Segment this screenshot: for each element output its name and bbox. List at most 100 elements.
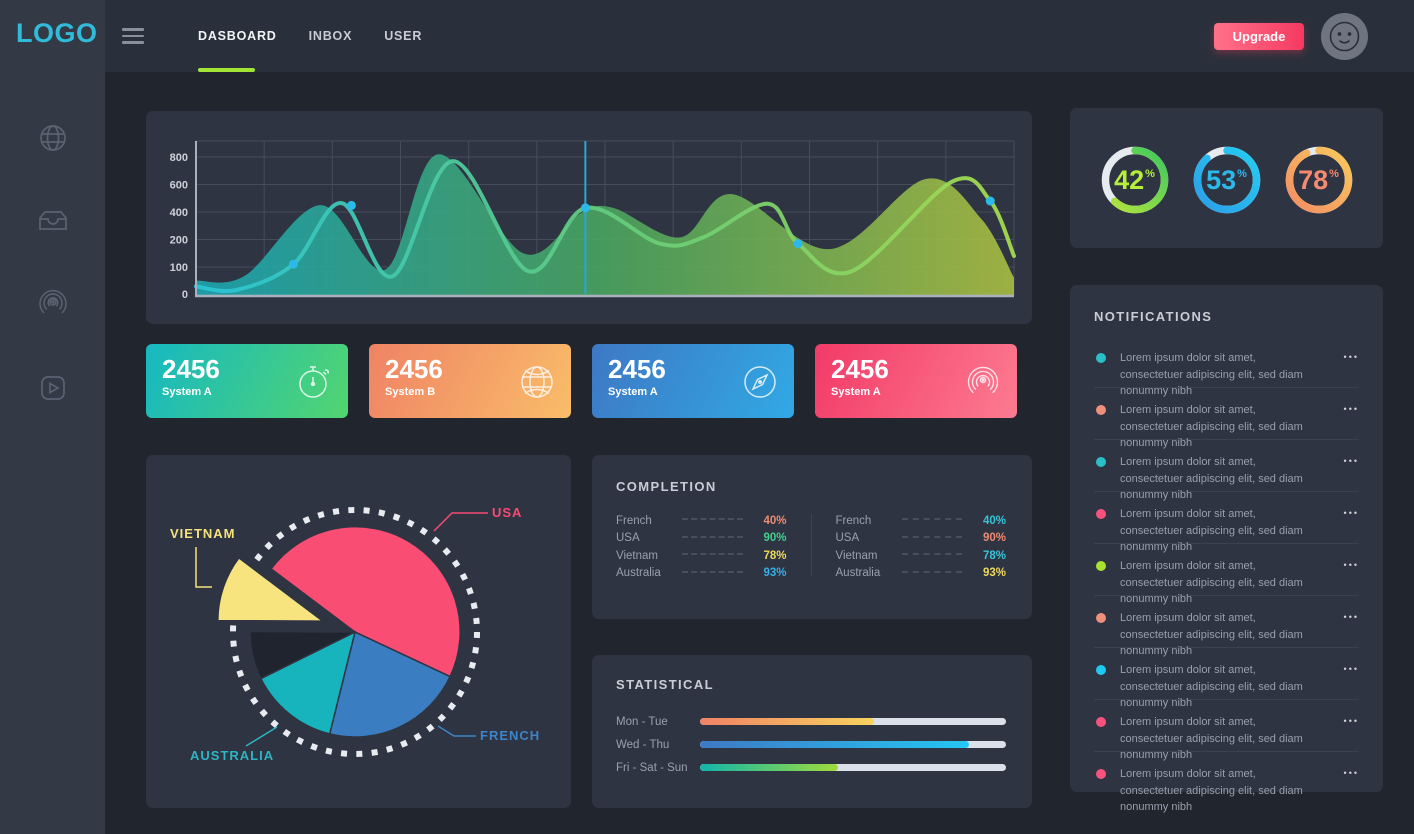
stat-value: 2456 [608, 354, 666, 384]
upgrade-button[interactable]: Upgrade [1214, 22, 1304, 50]
dotted-leader [682, 535, 743, 538]
percent-sign: % [1329, 168, 1339, 180]
status-dot [1096, 769, 1106, 779]
completion-card: COMPLETION French 40% USA 90% Vietnam 78% Aust… [592, 455, 1032, 619]
pie-chart-card: USA VIETNAM AUSTRALIA FRENCH [146, 455, 571, 808]
notification-text: Lorem ipsum dolor sit amet, consectetuer… [1120, 716, 1303, 761]
svg-text:100: 100 [170, 262, 188, 274]
dotted-leader [682, 518, 743, 521]
stat-value: 2456 [162, 354, 220, 384]
area-line-chart: 0 100 200 400 600 800 [170, 140, 1016, 301]
svg-text:800: 800 [170, 152, 188, 164]
more-menu-icon[interactable]: ••• [1343, 404, 1359, 414]
airplay-icon [967, 366, 999, 394]
completion-label: USA [835, 532, 860, 545]
progress-bar-fill [700, 741, 970, 748]
tab-user[interactable]: USER [384, 29, 423, 43]
completion-column-right: French 40% USA 90% Vietnam 78% Australia 93% [836, 512, 1007, 582]
completion-value: 90% [763, 532, 787, 545]
more-menu-icon[interactable]: ••• [1343, 456, 1359, 466]
more-menu-icon[interactable]: ••• [1343, 768, 1359, 778]
traffic-chart-card: 0 100 200 400 600 800 [146, 111, 1032, 324]
stat-label: System A [831, 386, 881, 398]
completion-row: Australia 93% [836, 565, 1007, 583]
completion-value: 90% [982, 532, 1006, 545]
status-dot [1096, 561, 1106, 571]
stat-label: System A [162, 386, 212, 398]
ring-percentage: 42% [1096, 141, 1174, 219]
stat-card-system-a1: 2456 System A [146, 344, 348, 418]
completion-row: USA 90% [836, 530, 1007, 548]
completion-value: 93% [763, 567, 787, 580]
completion-label: Vietnam [616, 549, 658, 562]
notification-item: Lorem ipsum dolor sit amet, consectetuer… [1094, 336, 1359, 397]
notification-text: Lorem ipsum dolor sit amet, consectetuer… [1120, 612, 1303, 657]
notifications-card: NOTIFICATIONS Lorem ipsum dolor sit amet… [1070, 285, 1383, 813]
notifications-title: NOTIFICATIONS [1094, 309, 1213, 324]
completion-row: French 40% [616, 512, 787, 530]
completion-value: 40% [982, 514, 1006, 527]
statistical-title: STATISTICAL [616, 677, 714, 692]
airplay-icon[interactable] [36, 288, 70, 320]
inbox-icon[interactable] [36, 206, 70, 236]
completion-column-left: French 40% USA 90% Vietnam 78% Australia 93% [616, 512, 787, 582]
ring-value: 53 [1206, 164, 1237, 195]
dotted-leader [901, 570, 962, 573]
dotted-leader [901, 518, 962, 521]
pie-chart [195, 507, 488, 757]
completion-label: USA [616, 532, 640, 545]
notification-text: Lorem ipsum dolor sit amet, consectetuer… [1120, 664, 1303, 709]
stat-card-system-b: 2456 System B [369, 344, 571, 418]
pie-label-usa: USA [492, 505, 523, 520]
video-icon[interactable] [37, 372, 69, 404]
more-menu-icon[interactable]: ••• [1343, 664, 1359, 674]
bar-label: Fri - Sat - Sun [616, 761, 688, 774]
progress-rings-card: 42% 53% 78% [1070, 108, 1383, 248]
notification-item: Lorem ipsum dolor sit amet, consectetuer… [1094, 440, 1359, 501]
completion-row: USA 90% [616, 530, 787, 548]
completion-label: Vietnam [835, 549, 878, 562]
bar-label: Mon - Tue [616, 715, 668, 728]
more-menu-icon[interactable]: ••• [1343, 560, 1359, 570]
completion-row: Vietnam 78% [616, 547, 787, 565]
progress-bar-fill [700, 764, 838, 771]
more-menu-icon[interactable]: ••• [1343, 716, 1359, 726]
globe-icon[interactable] [37, 122, 69, 154]
notification-text: Lorem ipsum dolor sit amet, consectetuer… [1120, 560, 1303, 605]
percent-sign: % [1237, 168, 1247, 180]
completion-value: 40% [763, 514, 787, 527]
svg-text:0: 0 [182, 289, 188, 301]
statistical-rows: Mon - Tue Wed - Thu Fri - Sat - Sun [616, 710, 1006, 779]
pie-label-french: FRENCH [480, 728, 541, 743]
notification-item: Lorem ipsum dolor sit amet, consectetuer… [1094, 388, 1359, 449]
tab-inbox[interactable]: INBOX [308, 29, 353, 43]
dotted-leader [901, 553, 962, 556]
hamburger-menu-icon[interactable] [122, 24, 144, 48]
ring-percentage: 53% [1188, 141, 1266, 219]
compass-icon [744, 366, 776, 398]
stat-card-system-a2: 2456 System A [592, 344, 794, 418]
more-menu-icon[interactable]: ••• [1343, 508, 1359, 518]
completion-columns: French 40% USA 90% Vietnam 78% Australia 93% Fr… [616, 512, 1006, 582]
avatar[interactable] [1321, 12, 1368, 60]
stat-card-system-a3: 2456 System A [815, 344, 1017, 418]
progress-ring: 78% [1280, 141, 1358, 219]
progress-bar-track [700, 741, 1006, 748]
main-nav: DASBOARD INBOX USER [182, 0, 438, 72]
topbar: DASBOARD INBOX USER Upgrade [105, 0, 1414, 72]
pie-label-vietnam: VIETNAM [170, 526, 236, 541]
status-dot [1096, 717, 1106, 727]
more-menu-icon[interactable]: ••• [1343, 612, 1359, 622]
completion-row: Vietnam 78% [836, 547, 1007, 565]
completion-label: Australia [835, 567, 881, 580]
more-menu-icon[interactable]: ••• [1343, 352, 1359, 362]
notification-list: Lorem ipsum dolor sit amet, consectetuer… [1094, 336, 1359, 813]
statistical-row: Wed - Thu [616, 733, 1006, 756]
statistical-row: Mon - Tue [616, 710, 1006, 733]
notification-text: Lorem ipsum dolor sit amet, consectetuer… [1120, 508, 1303, 553]
progress-bar-track [700, 764, 1006, 771]
completion-row: Australia 93% [616, 565, 787, 583]
divider [810, 514, 812, 576]
tab-dashboard[interactable]: DASBOARD [182, 0, 293, 72]
